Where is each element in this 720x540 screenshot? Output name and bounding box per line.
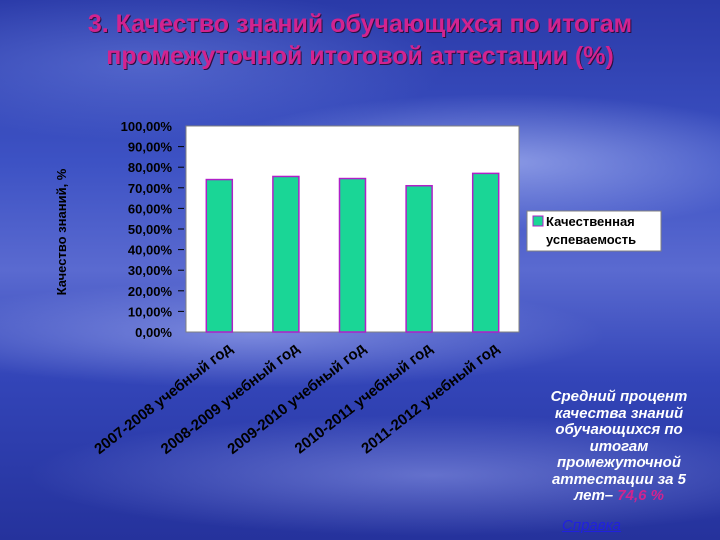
- slide-title: 3. Качество знаний обучающихся по итогам…: [0, 8, 720, 72]
- summary-line: промежуточной: [557, 454, 681, 471]
- bar: [338, 177, 367, 333]
- bar: [405, 184, 433, 333]
- y-axis-label: Качество знаний, %: [54, 168, 69, 295]
- legend-swatch: [532, 215, 544, 227]
- y-tick-label: 40,00%: [128, 243, 173, 258]
- y-tick-label: 30,00%: [128, 263, 173, 278]
- y-tick-label: 50,00%: [128, 222, 173, 237]
- summary-note: Средний процент качества знаний обучающихс…: [534, 388, 704, 505]
- legend-label-line-2: успеваемость: [546, 232, 636, 247]
- y-tick-label: 60,00%: [128, 201, 173, 216]
- y-tick-label: 20,00%: [128, 284, 173, 299]
- y-tick-label: 90,00%: [128, 140, 173, 155]
- summary-line: Средний процент: [550, 388, 688, 405]
- reference-link[interactable]: Справка: [562, 517, 622, 534]
- legend-label-line-1: Качественная: [546, 214, 635, 229]
- summary-line: итогам: [589, 437, 649, 455]
- y-tick-label: 10,00%: [128, 304, 173, 319]
- summary-line: качества знаний: [554, 404, 684, 422]
- summary-line: обучающихся по: [555, 421, 683, 438]
- summary-line-prefix: лет–: [573, 487, 618, 504]
- y-tick-label: 0,00%: [135, 325, 172, 340]
- summary-line: лет– 74,6 %: [534, 487, 704, 505]
- y-tick-label: 70,00%: [128, 181, 173, 196]
- bar: [272, 175, 300, 333]
- legend: Качественная успеваемость: [526, 210, 662, 252]
- bar: [205, 178, 234, 333]
- slide-title-line-1: 3. Качество знаний обучающихся по итогам: [87, 10, 633, 38]
- summary-value: 74,6 %: [617, 487, 665, 504]
- slide-title-line-2: промежуточной итоговой аттестации (%): [106, 42, 614, 70]
- y-tick-label: 80,00%: [128, 160, 173, 175]
- y-tick-label: 100,00%: [121, 119, 173, 134]
- legend-box: [526, 210, 662, 252]
- summary-line: аттестации за 5: [551, 470, 687, 488]
- bar: [471, 172, 500, 333]
